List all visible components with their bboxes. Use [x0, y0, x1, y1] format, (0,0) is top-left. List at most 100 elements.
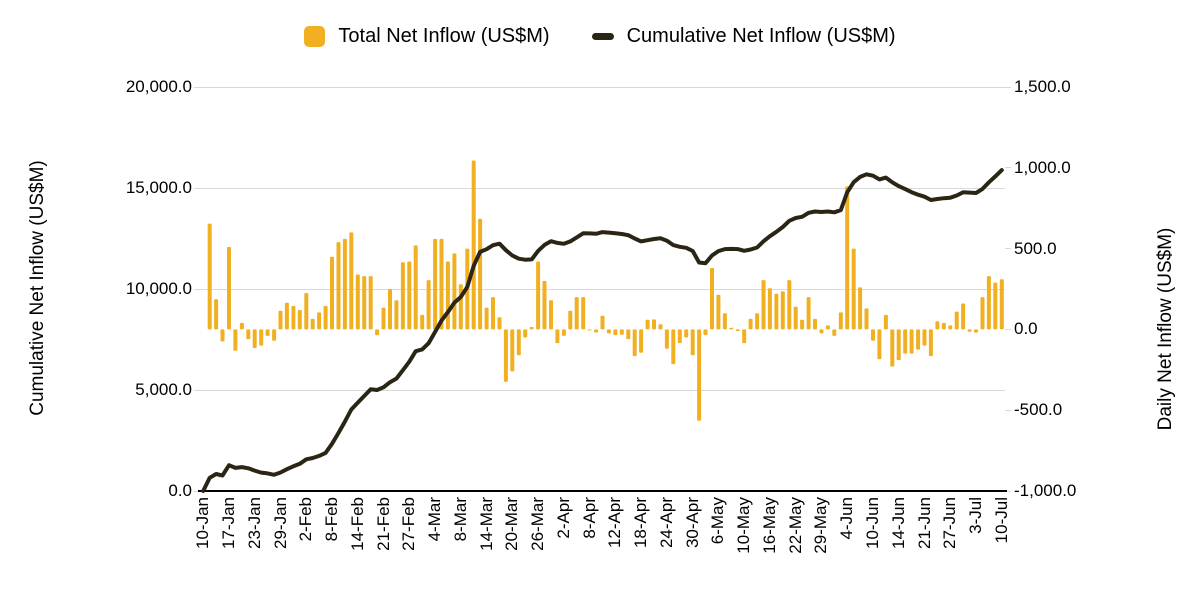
daily-net-inflow-bar[interactable]	[890, 329, 895, 367]
daily-net-inflow-bar[interactable]	[780, 291, 785, 330]
daily-net-inflow-bar[interactable]	[400, 262, 405, 330]
daily-net-inflow-bar[interactable]	[858, 287, 863, 330]
daily-net-inflow-bar[interactable]	[974, 329, 978, 333]
daily-net-inflow-bar[interactable]	[284, 302, 289, 330]
daily-net-inflow-bar[interactable]	[903, 329, 908, 354]
daily-net-inflow-bar[interactable]	[896, 329, 901, 361]
daily-net-inflow-bar[interactable]	[246, 329, 251, 340]
daily-net-inflow-bar[interactable]	[220, 329, 225, 342]
daily-net-inflow-bar[interactable]	[864, 308, 869, 330]
daily-net-inflow-bar[interactable]	[819, 329, 824, 334]
daily-net-inflow-bar[interactable]	[600, 315, 605, 330]
daily-net-inflow-bar[interactable]	[214, 299, 219, 330]
daily-net-inflow-bar[interactable]	[710, 268, 714, 330]
daily-net-inflow-bar[interactable]	[941, 322, 946, 330]
daily-net-inflow-bar[interactable]	[536, 261, 541, 330]
daily-net-inflow-bar[interactable]	[787, 280, 792, 330]
daily-net-inflow-bar[interactable]	[297, 310, 302, 330]
daily-net-inflow-bar[interactable]	[265, 329, 270, 336]
daily-net-inflow-bar[interactable]	[999, 279, 1004, 330]
daily-net-inflow-bar[interactable]	[516, 329, 521, 356]
daily-net-inflow-bar[interactable]	[568, 310, 573, 330]
daily-net-inflow-bar[interactable]	[613, 329, 618, 336]
daily-net-inflow-bar[interactable]	[825, 325, 830, 330]
daily-net-inflow-bar[interactable]	[478, 218, 483, 330]
daily-net-inflow-bar[interactable]	[652, 319, 656, 330]
daily-net-inflow-bar[interactable]	[832, 329, 837, 336]
daily-net-inflow-bar[interactable]	[606, 329, 611, 334]
daily-net-inflow-bar[interactable]	[304, 293, 309, 330]
daily-net-inflow-bar[interactable]	[838, 312, 843, 330]
daily-net-inflow-bar[interactable]	[574, 297, 579, 330]
daily-net-inflow-bar[interactable]	[523, 329, 528, 338]
daily-net-inflow-bar[interactable]	[632, 329, 637, 357]
daily-net-inflow-bar[interactable]	[922, 329, 927, 346]
daily-net-inflow-bar[interactable]	[291, 306, 296, 330]
daily-net-inflow-bar[interactable]	[871, 329, 875, 341]
daily-net-inflow-bar[interactable]	[452, 253, 457, 330]
daily-net-inflow-bar[interactable]	[697, 329, 702, 421]
daily-net-inflow-bar[interactable]	[800, 319, 805, 330]
daily-net-inflow-bar[interactable]	[645, 319, 650, 330]
daily-net-inflow-bar[interactable]	[355, 274, 360, 330]
daily-net-inflow-bar[interactable]	[510, 329, 515, 372]
daily-net-inflow-bar[interactable]	[581, 297, 586, 330]
daily-net-inflow-bar[interactable]	[935, 321, 940, 330]
daily-net-inflow-bar[interactable]	[252, 329, 257, 348]
daily-net-inflow-bar[interactable]	[619, 329, 624, 335]
daily-net-inflow-bar[interactable]	[883, 314, 888, 330]
daily-net-inflow-bar[interactable]	[420, 314, 425, 330]
daily-net-inflow-bar[interactable]	[375, 329, 380, 336]
daily-net-inflow-bar[interactable]	[336, 242, 341, 330]
daily-net-inflow-bar[interactable]	[323, 306, 328, 330]
daily-net-inflow-bar[interactable]	[227, 247, 231, 330]
daily-net-inflow-bar[interactable]	[394, 300, 399, 330]
daily-net-inflow-bar[interactable]	[542, 280, 547, 330]
daily-net-inflow-bar[interactable]	[690, 329, 695, 356]
daily-net-inflow-bar[interactable]	[471, 160, 476, 330]
daily-net-inflow-bar[interactable]	[587, 329, 592, 331]
daily-net-inflow-bar[interactable]	[594, 329, 599, 333]
daily-net-inflow-bar[interactable]	[626, 329, 631, 340]
daily-net-inflow-bar[interactable]	[722, 313, 727, 330]
daily-net-inflow-bar[interactable]	[980, 297, 985, 330]
daily-net-inflow-bar[interactable]	[413, 245, 418, 330]
daily-net-inflow-bar[interactable]	[445, 261, 450, 330]
daily-net-inflow-bar[interactable]	[555, 329, 560, 344]
daily-net-inflow-bar[interactable]	[362, 276, 367, 330]
daily-net-inflow-bar[interactable]	[310, 318, 315, 330]
daily-net-inflow-bar[interactable]	[845, 186, 850, 330]
daily-net-inflow-bar[interactable]	[703, 329, 708, 336]
daily-net-inflow-bar[interactable]	[207, 223, 212, 330]
daily-net-inflow-bar[interactable]	[439, 238, 444, 330]
daily-net-inflow-bar[interactable]	[684, 329, 689, 338]
daily-net-inflow-bar[interactable]	[928, 329, 933, 357]
daily-net-inflow-bar[interactable]	[342, 238, 347, 330]
daily-net-inflow-bar[interactable]	[317, 312, 322, 330]
daily-net-inflow-bar[interactable]	[388, 289, 392, 330]
daily-net-inflow-bar[interactable]	[948, 325, 953, 330]
daily-net-inflow-bar[interactable]	[503, 329, 508, 382]
daily-net-inflow-bar[interactable]	[961, 303, 966, 330]
daily-net-inflow-bar[interactable]	[954, 311, 959, 330]
daily-net-inflow-bar[interactable]	[497, 317, 502, 330]
daily-net-inflow-bar[interactable]	[529, 327, 534, 330]
daily-net-inflow-bar[interactable]	[813, 318, 817, 330]
daily-net-inflow-bar[interactable]	[330, 256, 334, 330]
daily-net-inflow-bar[interactable]	[484, 307, 489, 330]
daily-net-inflow-bar[interactable]	[793, 306, 798, 330]
daily-net-inflow-bar[interactable]	[349, 232, 354, 330]
daily-net-inflow-bar[interactable]	[278, 310, 283, 330]
daily-net-inflow-bar[interactable]	[368, 276, 373, 330]
daily-net-inflow-bar[interactable]	[426, 280, 431, 330]
daily-net-inflow-bar[interactable]	[986, 276, 991, 330]
daily-net-inflow-bar[interactable]	[381, 307, 386, 330]
daily-net-inflow-bar[interactable]	[259, 329, 264, 346]
daily-net-inflow-bar[interactable]	[239, 322, 244, 330]
legend-item-total-net-inflow[interactable]: Total Net Inflow (US$M)	[304, 25, 550, 47]
daily-net-inflow-bar[interactable]	[851, 248, 856, 330]
daily-net-inflow-bar[interactable]	[774, 293, 779, 330]
daily-net-inflow-bar[interactable]	[664, 329, 669, 349]
daily-net-inflow-bar[interactable]	[967, 329, 972, 332]
daily-net-inflow-bar[interactable]	[916, 329, 921, 350]
